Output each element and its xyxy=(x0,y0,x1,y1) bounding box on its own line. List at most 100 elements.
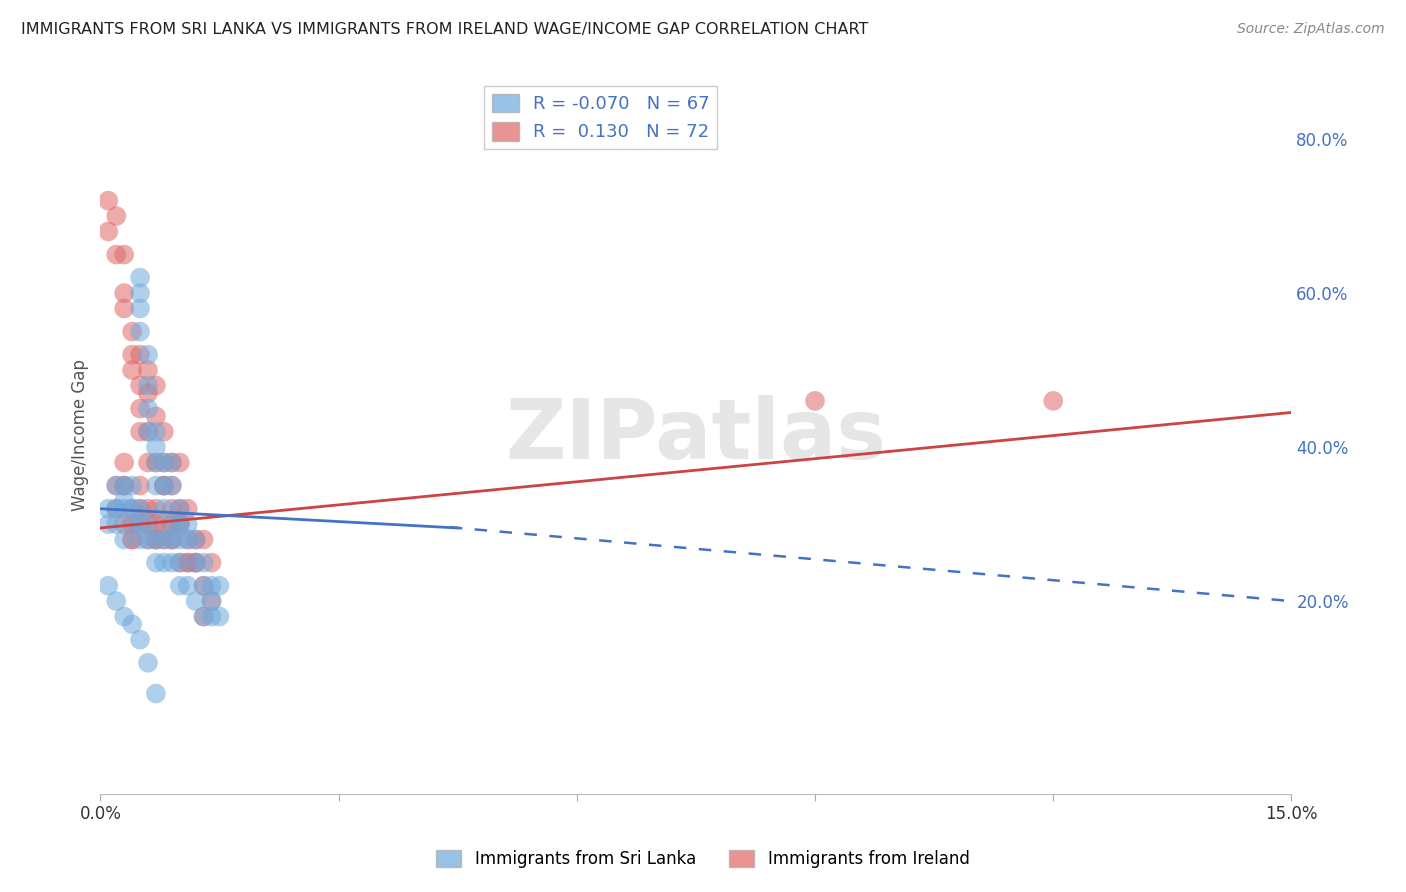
Point xyxy=(136,348,159,362)
Point xyxy=(176,501,198,516)
Point xyxy=(176,556,198,570)
Point xyxy=(145,456,167,470)
Point xyxy=(145,517,167,532)
Point xyxy=(145,440,167,454)
Point xyxy=(121,617,143,632)
Point xyxy=(121,348,143,362)
Point xyxy=(145,378,167,392)
Point xyxy=(112,494,135,508)
Point xyxy=(97,194,120,208)
Point xyxy=(200,594,222,608)
Point xyxy=(176,517,198,532)
Point xyxy=(145,687,167,701)
Point xyxy=(184,533,207,547)
Point xyxy=(105,478,128,492)
Point xyxy=(160,456,183,470)
Point xyxy=(121,533,143,547)
Point xyxy=(97,579,120,593)
Point xyxy=(112,286,135,301)
Point xyxy=(193,533,215,547)
Point xyxy=(169,517,191,532)
Point xyxy=(112,517,135,532)
Point xyxy=(97,517,120,532)
Point xyxy=(176,579,198,593)
Point xyxy=(105,501,128,516)
Point xyxy=(97,501,120,516)
Point xyxy=(129,533,152,547)
Point xyxy=(129,501,152,516)
Point xyxy=(112,301,135,316)
Point xyxy=(136,533,159,547)
Point xyxy=(153,478,176,492)
Point xyxy=(129,478,152,492)
Point xyxy=(184,556,207,570)
Point xyxy=(169,501,191,516)
Point xyxy=(1042,393,1064,408)
Point xyxy=(160,533,183,547)
Point xyxy=(112,533,135,547)
Point xyxy=(129,301,152,316)
Point xyxy=(105,209,128,223)
Point xyxy=(145,425,167,439)
Point xyxy=(129,286,152,301)
Point xyxy=(129,501,152,516)
Point xyxy=(121,363,143,377)
Point xyxy=(112,456,135,470)
Point xyxy=(145,533,167,547)
Point xyxy=(112,478,135,492)
Point xyxy=(145,533,167,547)
Point xyxy=(121,517,143,532)
Point xyxy=(121,478,143,492)
Point xyxy=(176,533,198,547)
Point xyxy=(136,378,159,392)
Point xyxy=(160,517,183,532)
Point xyxy=(105,517,128,532)
Point xyxy=(193,579,215,593)
Point xyxy=(153,533,176,547)
Point xyxy=(184,556,207,570)
Point xyxy=(112,501,135,516)
Point xyxy=(112,478,135,492)
Point xyxy=(129,425,152,439)
Text: ZIPatlas: ZIPatlas xyxy=(505,395,886,476)
Point xyxy=(200,556,222,570)
Point xyxy=(145,409,167,424)
Point xyxy=(136,656,159,670)
Point xyxy=(176,533,198,547)
Point xyxy=(160,478,183,492)
Point xyxy=(169,456,191,470)
Point xyxy=(153,456,176,470)
Point xyxy=(153,533,176,547)
Point xyxy=(208,579,231,593)
Point xyxy=(169,556,191,570)
Point xyxy=(121,501,143,516)
Point xyxy=(145,478,167,492)
Point xyxy=(169,517,191,532)
Point xyxy=(160,517,183,532)
Point xyxy=(121,533,143,547)
Point xyxy=(153,478,176,492)
Point xyxy=(129,348,152,362)
Point xyxy=(129,325,152,339)
Point xyxy=(136,425,159,439)
Point xyxy=(193,609,215,624)
Point xyxy=(804,393,827,408)
Point xyxy=(169,579,191,593)
Point xyxy=(153,425,176,439)
Point xyxy=(160,456,183,470)
Point xyxy=(200,579,222,593)
Point xyxy=(193,556,215,570)
Point xyxy=(105,247,128,261)
Point xyxy=(105,501,128,516)
Point xyxy=(136,386,159,401)
Point xyxy=(169,533,191,547)
Point xyxy=(121,501,143,516)
Point xyxy=(136,401,159,416)
Point xyxy=(153,501,176,516)
Point xyxy=(160,556,183,570)
Point xyxy=(160,533,183,547)
Point xyxy=(105,478,128,492)
Point xyxy=(145,533,167,547)
Point xyxy=(184,533,207,547)
Point xyxy=(112,478,135,492)
